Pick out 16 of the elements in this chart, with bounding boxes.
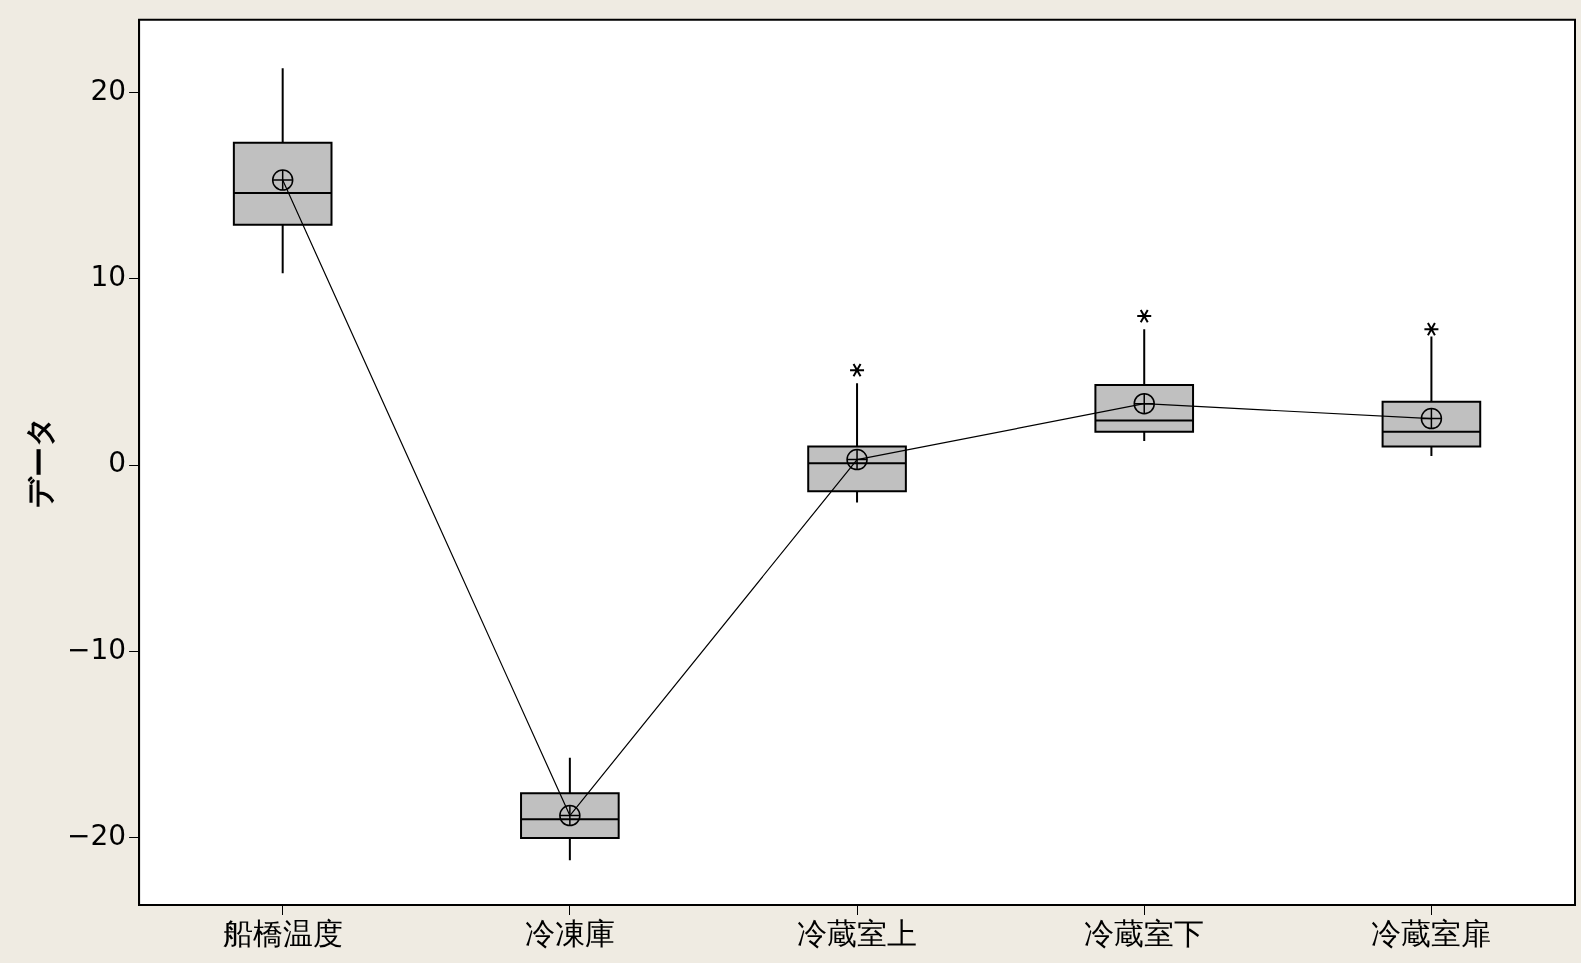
point [1420, 407, 1443, 430]
x-tick-label: 冷蔵室下 [1084, 915, 1205, 951]
point [559, 804, 581, 827]
y-tick-label: 20 [90, 73, 127, 107]
x-tick-label: 冷蔵室上 [797, 915, 918, 951]
point [846, 448, 868, 471]
x-tick-label: 船橋温度 [222, 915, 343, 951]
y-tick-label: −20 [67, 819, 127, 853]
y-tick-label: −10 [67, 632, 127, 666]
y-tick-label: 10 [90, 260, 127, 294]
y-axis-title: データ [21, 416, 57, 509]
x-tick-label: 冷蔵室扉 [1371, 915, 1492, 951]
x-tick-label: 冷凍庫 [524, 915, 615, 951]
point [271, 169, 294, 191]
point [1133, 392, 1155, 415]
y-tick-label: 0 [108, 446, 127, 480]
